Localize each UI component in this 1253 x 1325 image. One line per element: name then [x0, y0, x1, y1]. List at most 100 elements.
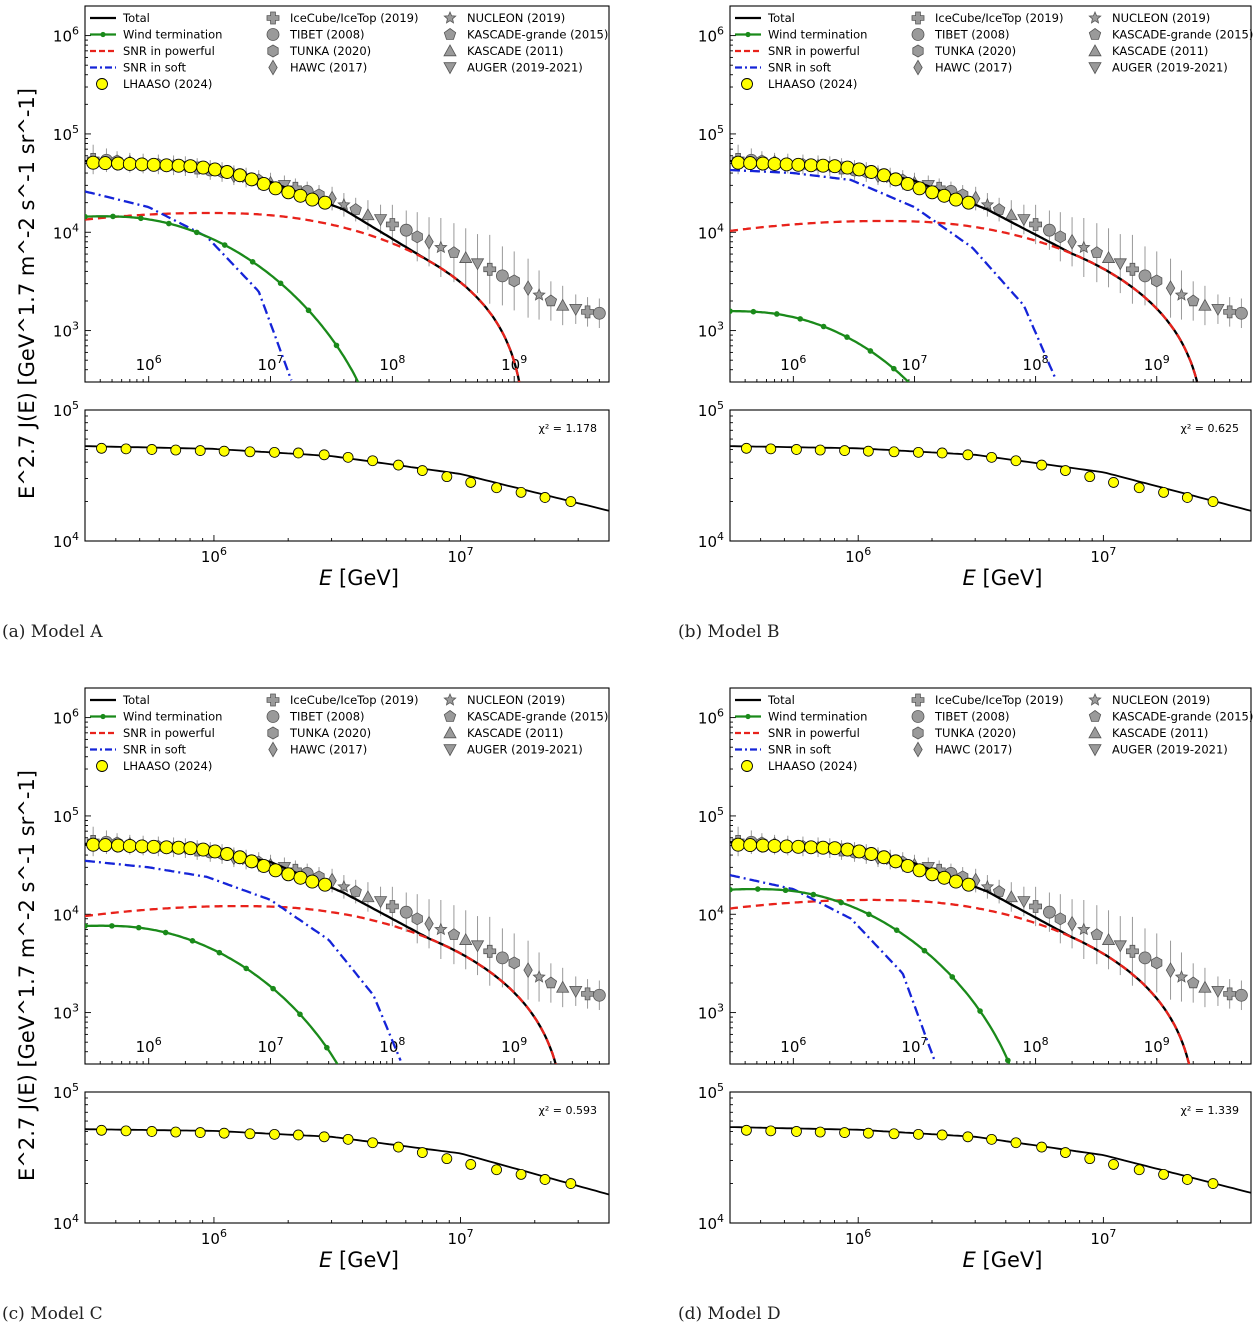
lhaaso-point — [565, 1178, 577, 1189]
wind-point — [297, 1011, 303, 1018]
lhaaso-point — [256, 176, 271, 191]
y-tick-label: 103 — [53, 1002, 79, 1023]
lhaaso-point — [318, 1131, 330, 1143]
plot-area — [730, 144, 1248, 382]
lhaaso-point — [111, 156, 125, 171]
marker — [532, 287, 546, 301]
legend-label-lhaaso: LHAASO (2024) — [123, 77, 212, 91]
plot-frame — [84, 687, 610, 1065]
marker — [443, 62, 457, 75]
y-tick-label: 103 — [698, 320, 724, 341]
lhaaso-point — [925, 185, 940, 200]
marker — [980, 879, 995, 893]
marker — [443, 726, 457, 739]
lhaaso-point — [743, 156, 758, 171]
lhaaso-point — [539, 1174, 551, 1185]
lhaaso-point — [949, 192, 963, 207]
wind-point — [162, 929, 169, 936]
legend-label-tibet: TIBET (2008) — [289, 710, 365, 724]
marker — [361, 890, 375, 903]
marker — [1198, 298, 1212, 311]
lhaaso-point — [1010, 1137, 1022, 1149]
legend-label-kascade_grande: KASCADE-grande (2015) — [1112, 710, 1253, 724]
legend-label-nucleon: NUCLEON (2019) — [1112, 693, 1210, 707]
wind-point — [270, 985, 276, 992]
wind-point — [866, 911, 872, 918]
marker — [266, 710, 280, 723]
y-tick-label: 105 — [53, 1081, 79, 1102]
marker — [1223, 305, 1237, 319]
wind-point — [324, 1044, 330, 1051]
legend-label-kascade: KASCADE (2011) — [467, 44, 563, 58]
x-tick-label: 109 — [501, 1035, 527, 1056]
lhaaso-point — [159, 840, 174, 855]
x-tick-label: 106 — [845, 545, 871, 566]
marker — [411, 912, 423, 926]
marker — [459, 932, 473, 945]
spectrum-plot: 106 107 108 109 103 104 105 106 Total Wind termin… — [698, 5, 1253, 383]
x-tick-label: 107 — [447, 1227, 473, 1248]
total-curve — [85, 159, 521, 382]
marker — [1004, 208, 1018, 221]
lhaaso-point — [268, 181, 283, 196]
wind-point — [135, 924, 142, 931]
lhaaso-point — [888, 446, 900, 458]
legend-label-tibet: TIBET (2008) — [934, 28, 1010, 42]
lhaaso-point — [743, 838, 758, 853]
lhaaso-point — [232, 850, 247, 865]
wind-curve — [730, 887, 1011, 1064]
legend-label-icecube: IceCube/IceTop (2019) — [935, 11, 1063, 25]
lhaaso-point — [208, 162, 222, 177]
wind-point — [750, 308, 757, 315]
marker — [912, 44, 924, 58]
legend-label-snr_powerful: SNR in powerful — [123, 726, 215, 740]
lhaaso-point — [268, 863, 283, 878]
caption-model-a: (a) Model A — [2, 622, 103, 642]
marker — [470, 258, 485, 271]
legend-dot — [100, 31, 106, 38]
lhaaso-point — [986, 1133, 997, 1145]
y-tick-label: 104 — [698, 1212, 724, 1233]
marker — [911, 710, 925, 723]
marker — [1088, 710, 1102, 722]
lhaaso-point — [194, 1127, 206, 1138]
marker — [483, 944, 497, 958]
lhaaso-point — [862, 1127, 874, 1139]
lhaaso-point — [912, 863, 927, 878]
lhaaso-point — [1084, 1153, 1096, 1165]
lhaaso-point — [292, 1129, 304, 1141]
marker — [349, 203, 362, 215]
lhaaso-point — [877, 850, 891, 865]
legend-label-hawc: HAWC (2017) — [935, 61, 1012, 75]
lhaaso-point — [305, 192, 320, 207]
lhaaso-point — [816, 158, 831, 173]
lhaaso-point — [565, 496, 577, 507]
plot-area — [85, 826, 606, 1064]
lhaaso-point — [318, 195, 332, 210]
marker — [1043, 223, 1056, 237]
plot-frame — [729, 1091, 1252, 1224]
lhaaso-point — [194, 445, 206, 456]
marker — [1126, 944, 1139, 958]
wind-point — [949, 974, 956, 980]
lhaaso-point — [755, 838, 770, 853]
plot-area — [85, 1124, 609, 1196]
lhaaso-point — [441, 471, 453, 483]
marker — [581, 305, 594, 319]
lhaaso-point — [122, 839, 137, 853]
lhaaso-fit-plot: 106 107 105 104 χ² = 0.625 E [GeV] — [698, 399, 1252, 590]
wind-point — [109, 923, 115, 929]
x-tick-label: 107 — [901, 1035, 927, 1056]
snr-soft-curve — [85, 859, 402, 1062]
lhaaso-point — [962, 449, 974, 461]
marker — [1004, 890, 1018, 903]
legend-dot — [100, 713, 106, 720]
wind-point — [977, 1008, 983, 1014]
lhaaso-point — [465, 1159, 477, 1170]
lhaaso-point — [937, 188, 952, 203]
lhaaso-point — [292, 447, 304, 459]
lhaaso-point — [1108, 1159, 1119, 1170]
lhaaso-point — [1060, 465, 1071, 476]
lhaaso-point — [779, 157, 794, 172]
lhaaso-point — [98, 838, 113, 853]
